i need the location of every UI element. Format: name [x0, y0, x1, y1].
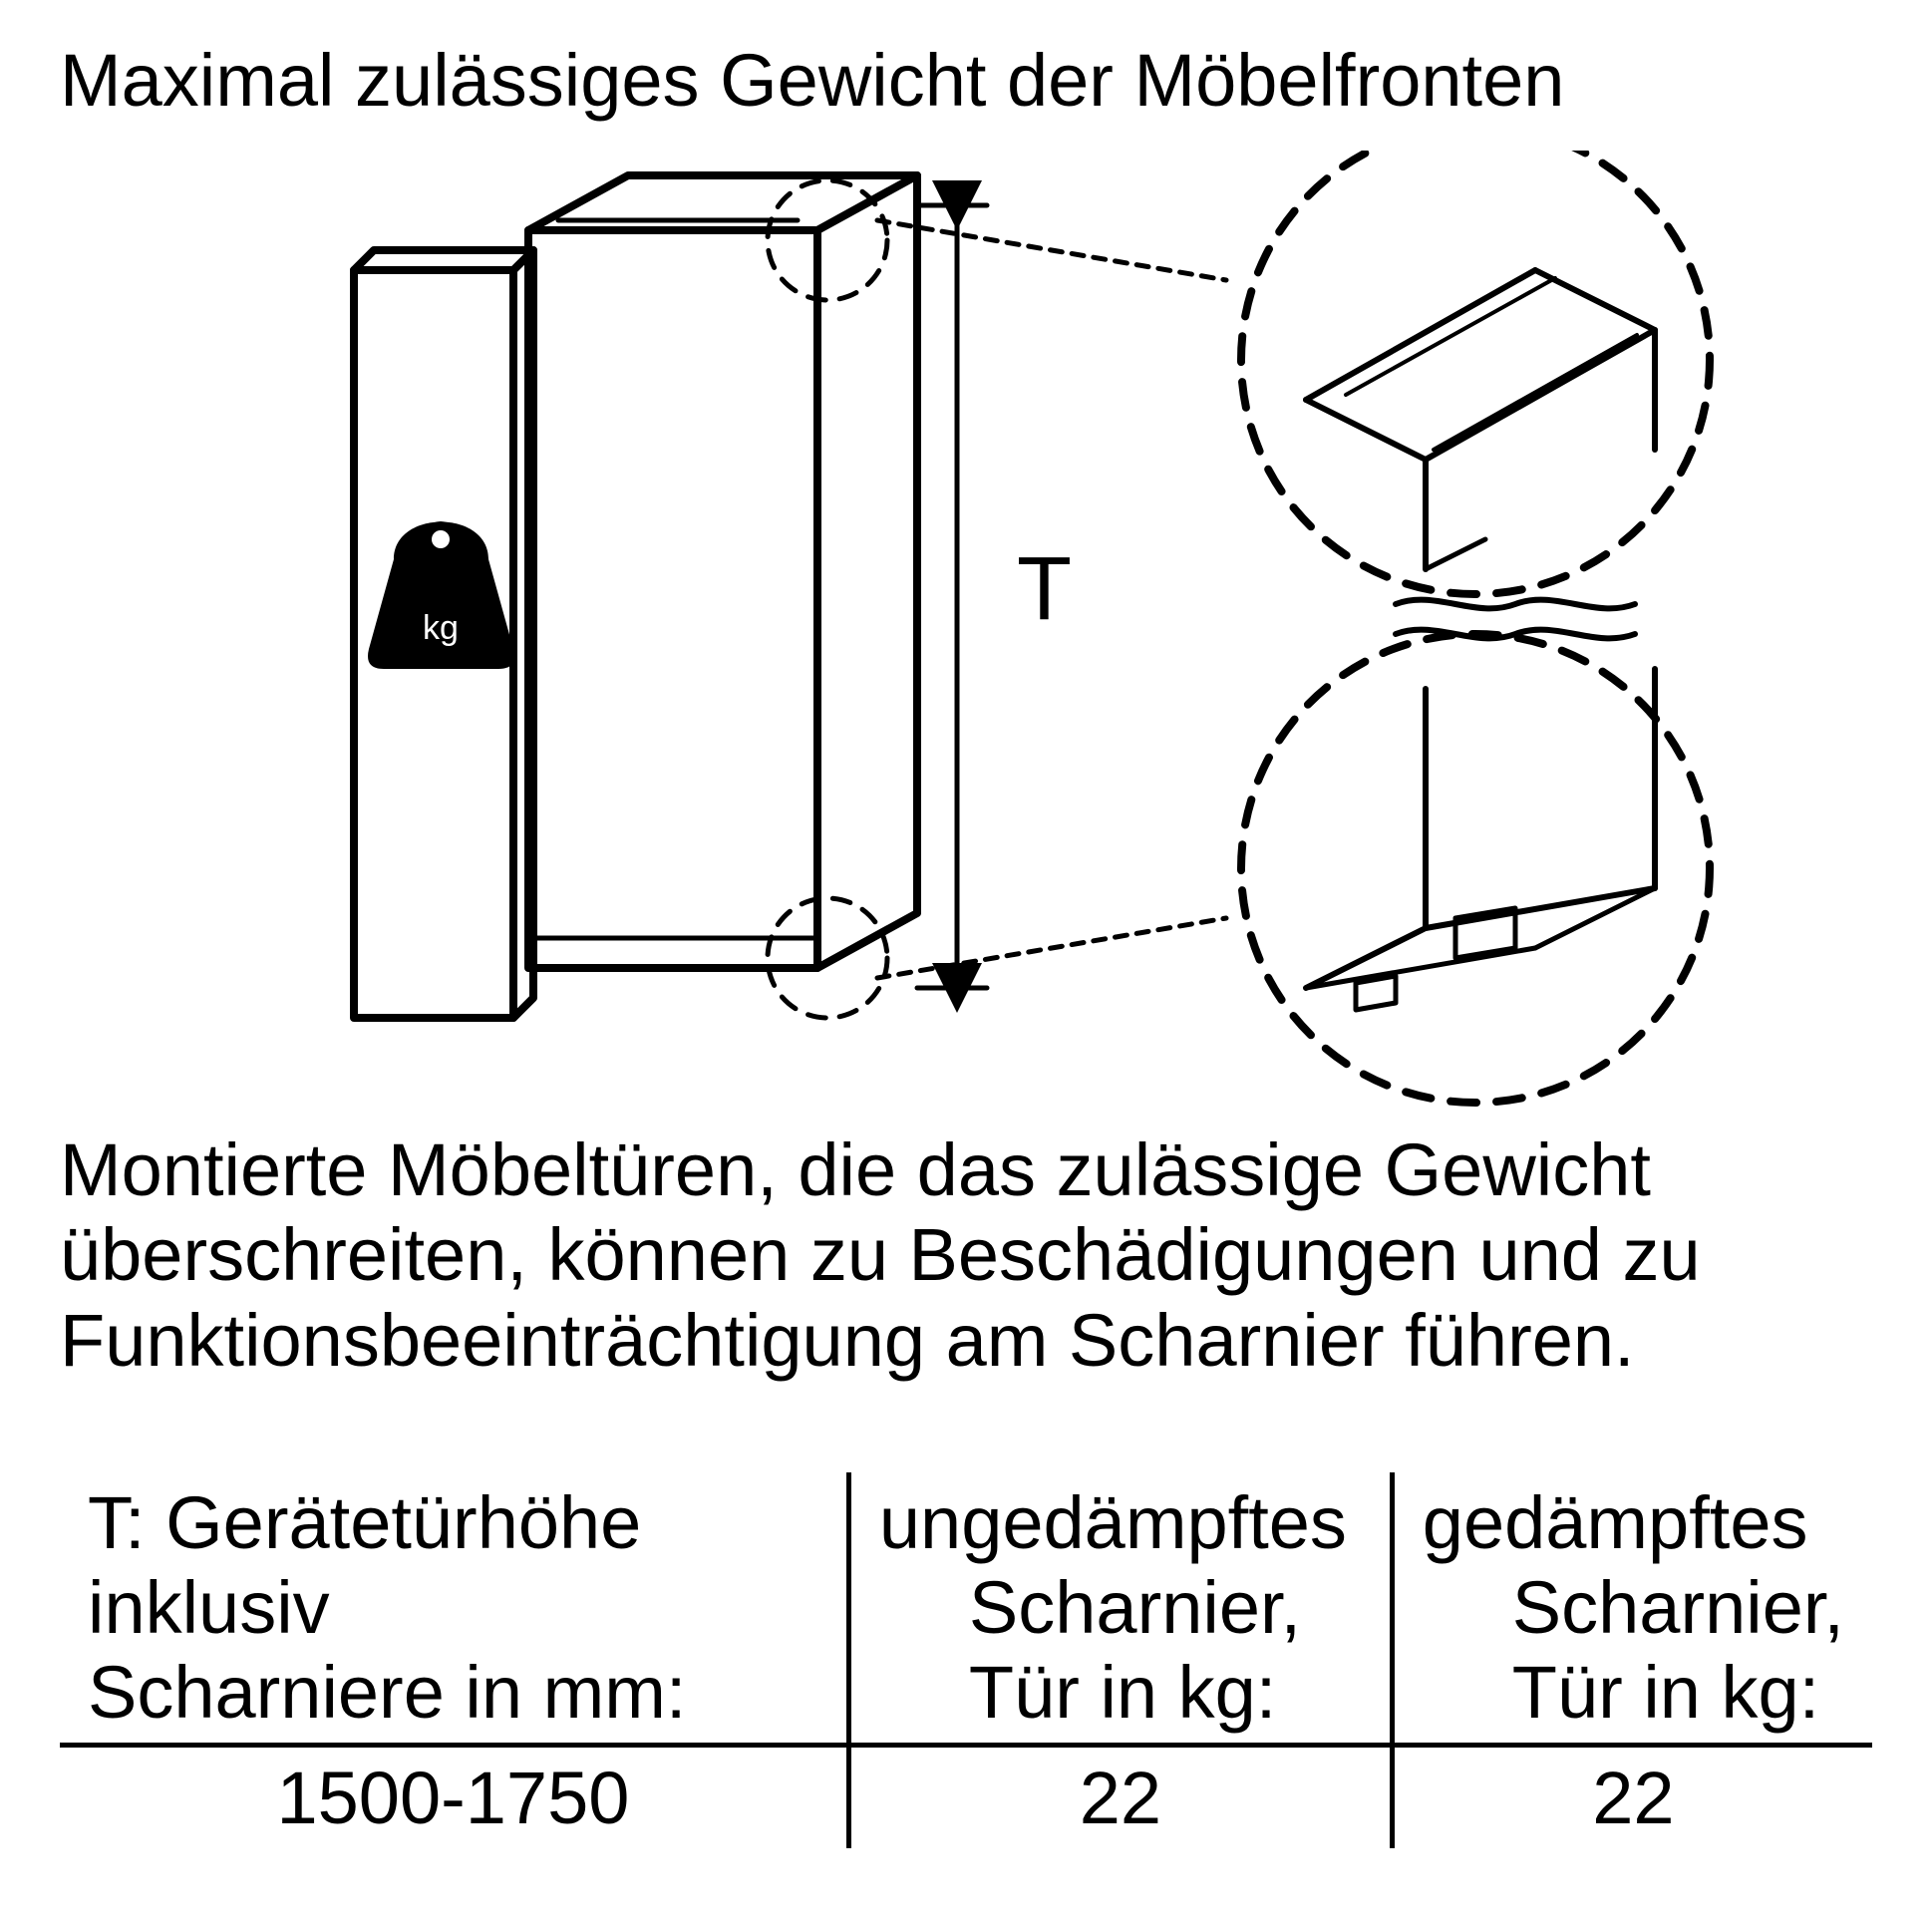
header-col3-line2: Scharnier, [1423, 1565, 1844, 1650]
header-col2-line2: Scharnier, [879, 1565, 1362, 1650]
spec-table: T: Gerätetürhöhe inklusiv Scharniere in … [60, 1472, 1872, 1848]
header-col1-line3: Scharniere in mm: [88, 1651, 686, 1734]
cell-damped: 22 [1392, 1745, 1872, 1848]
header-col2-line1: ungedämpftes [879, 1481, 1347, 1564]
dimension-label: T [1017, 539, 1072, 639]
spec-table-wrap: T: Gerätetürhöhe inklusiv Scharniere in … [60, 1472, 1872, 1848]
table-header-row: T: Gerätetürhöhe inklusiv Scharniere in … [60, 1472, 1872, 1746]
diagram-svg: kg T [60, 151, 1854, 1108]
header-col3-line3: Tür in kg: [1423, 1650, 1844, 1735]
header-col2: ungedämpftes Scharnier, Tür in kg: [848, 1472, 1392, 1746]
table-row: 1500-1750 22 22 [60, 1745, 1872, 1848]
header-col2-line3: Tür in kg: [879, 1650, 1362, 1735]
header-col3-line1: gedämpftes [1423, 1481, 1808, 1564]
cell-undamped: 22 [848, 1745, 1392, 1848]
weight-icon: kg [368, 521, 514, 669]
header-col1: T: Gerätetürhöhe inklusiv Scharniere in … [60, 1472, 848, 1746]
header-col3: gedämpftes Scharnier, Tür in kg: [1392, 1472, 1872, 1746]
header-col1-line1: T: Gerätetürhöhe [88, 1481, 641, 1564]
technical-diagram: kg T [60, 151, 1872, 1108]
cell-range: 1500-1750 [60, 1745, 848, 1848]
header-col1-line2: inklusiv [88, 1566, 330, 1649]
weight-icon-label: kg [423, 609, 459, 647]
warning-paragraph: Montierte Möbeltüren, die das zulässige … [60, 1127, 1872, 1382]
page-root: Maximal zulässiges Gewicht der Möbelfron… [0, 0, 1932, 1924]
page-title: Maximal zulässiges Gewicht der Möbelfron… [60, 40, 1872, 121]
